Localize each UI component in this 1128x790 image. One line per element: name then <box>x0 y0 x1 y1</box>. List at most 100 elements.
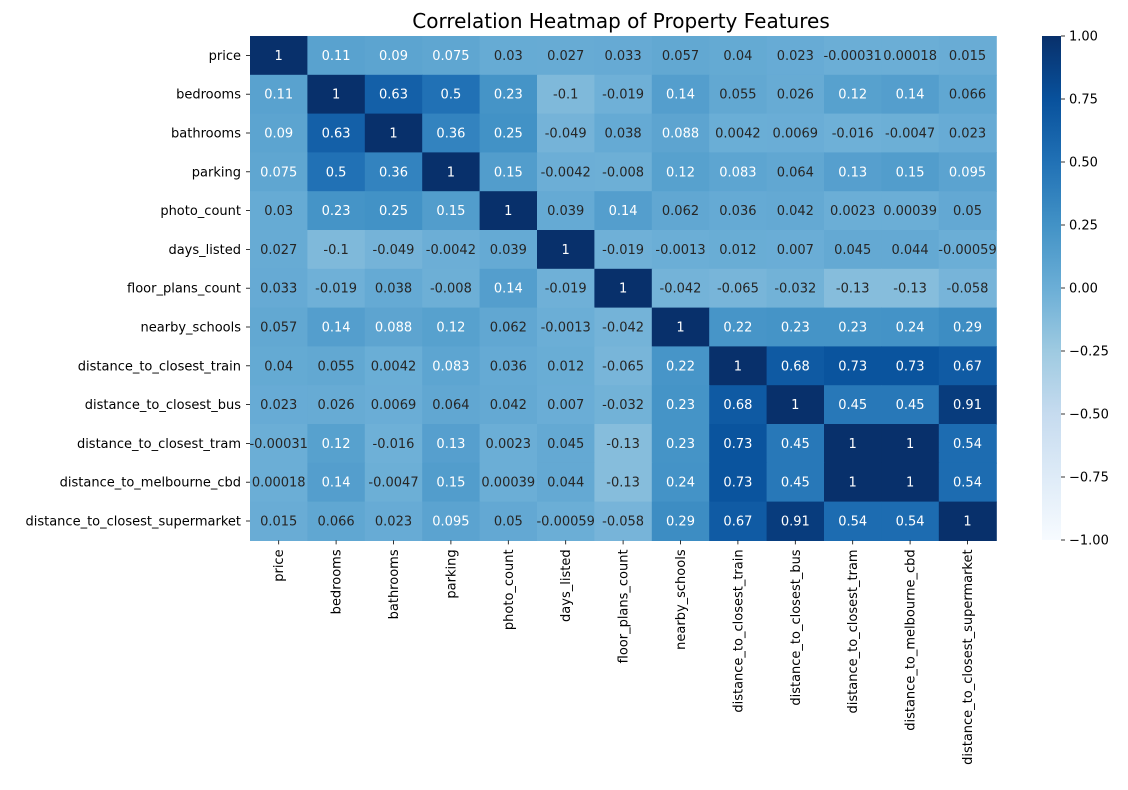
heatmap-cell <box>307 36 366 76</box>
heatmap-cell <box>938 113 997 153</box>
cell-value-label: 0.027 <box>547 49 584 64</box>
cell-value-label: 0.0042 <box>371 359 417 374</box>
heatmap-cell <box>709 230 768 270</box>
heatmap-cell <box>364 230 423 270</box>
colorbar-gradient <box>1042 36 1061 540</box>
heatmap-cell <box>938 74 997 115</box>
cell-value-label: 0.042 <box>490 398 527 413</box>
cell-value-label: 1 <box>389 127 397 142</box>
cell-value-label: 1 <box>275 49 283 64</box>
cell-value-label: 0.5 <box>326 165 347 180</box>
heatmap-cell <box>938 307 997 347</box>
heatmap-cell <box>594 74 653 115</box>
cell-value-label: -0.058 <box>947 282 989 297</box>
colorbar-tick-label: −0.50 <box>1069 408 1109 423</box>
cell-value-label: 0.015 <box>949 49 986 64</box>
cell-value-label: 0.057 <box>260 321 297 336</box>
heatmap-cell <box>766 462 825 503</box>
heatmap-cell <box>250 307 308 347</box>
cell-value-label: 0.007 <box>777 243 814 258</box>
heatmap-cell <box>594 113 653 153</box>
heatmap-cell <box>364 501 423 541</box>
cell-value-label: 1 <box>562 243 570 258</box>
heatmap-cell <box>938 152 997 192</box>
y-tick-label: distance_to_closest_supermarket <box>25 515 241 530</box>
cell-value-label: 0.044 <box>547 476 584 491</box>
heatmap-cell <box>250 74 308 115</box>
y-tick-label: parking <box>192 165 241 180</box>
cell-value-label: 0.14 <box>322 321 351 336</box>
x-tick-label: bathrooms <box>387 549 402 619</box>
heatmap-cell <box>594 346 653 386</box>
colorbar-tick-label: 0.50 <box>1069 156 1098 171</box>
cell-value-label: 0.075 <box>432 49 469 64</box>
cell-value-label: 0.075 <box>260 165 297 180</box>
heatmap-cell <box>709 113 768 153</box>
heatmap-cell <box>824 462 882 503</box>
cell-value-label: 0.11 <box>264 88 293 103</box>
cell-value-label: -0.0013 <box>655 243 705 258</box>
cell-value-label: 0.0042 <box>715 127 761 142</box>
heatmap-cell <box>422 152 481 192</box>
heatmap-cell <box>422 462 481 503</box>
heatmap-cell <box>537 36 595 76</box>
cell-value-label: 0.36 <box>379 165 408 180</box>
heatmap-cell <box>766 36 825 76</box>
cell-value-label: 0.03 <box>494 49 523 64</box>
colorbar-tick-label: 0.75 <box>1069 93 1098 108</box>
cell-value-label: -0.008 <box>602 165 644 180</box>
heatmap-cell <box>422 268 481 309</box>
heatmap-cell <box>594 191 653 231</box>
heatmap-cell <box>364 346 423 386</box>
cell-value-label: 0.12 <box>322 437 351 452</box>
heatmap-cell <box>250 230 308 270</box>
heatmap-cell <box>250 424 308 464</box>
cell-value-label: -0.049 <box>545 127 587 142</box>
heatmap-cell <box>422 346 481 386</box>
heatmap-cell <box>651 307 710 347</box>
cell-value-label: 0.23 <box>781 321 810 336</box>
heatmap-cell <box>422 74 481 115</box>
colorbar-tick-label: 0.25 <box>1069 219 1098 234</box>
heatmap-cell <box>479 113 538 153</box>
cell-value-label: 0.09 <box>379 49 408 64</box>
heatmap-cell <box>709 191 768 231</box>
heatmap-cell <box>824 385 882 425</box>
heatmap-cell <box>307 346 366 386</box>
heatmap-cell <box>594 307 653 347</box>
heatmap-cell <box>479 346 538 386</box>
heatmap-cell <box>938 501 997 541</box>
cell-value-label: -0.019 <box>602 243 644 258</box>
cell-value-label: 0.023 <box>260 398 297 413</box>
heatmap-cell <box>651 424 710 464</box>
heatmap-cell <box>709 268 768 309</box>
cell-value-label: 0.12 <box>666 165 695 180</box>
cell-value-label: -0.00059 <box>938 243 996 258</box>
heatmap-cell <box>364 307 423 347</box>
cell-value-label: 0.057 <box>662 49 699 64</box>
cell-value-label: -0.008 <box>430 282 472 297</box>
heatmap-cell <box>766 230 825 270</box>
x-tick-label: bedrooms <box>330 549 345 614</box>
cell-value-label: 0.23 <box>838 321 867 336</box>
cell-value-label: 0.036 <box>490 359 527 374</box>
heatmap-cell <box>766 424 825 464</box>
cell-value-label: 0.15 <box>896 165 925 180</box>
cell-value-label: 1 <box>504 204 512 219</box>
cell-value-label: 0.05 <box>494 515 523 530</box>
cell-value-label: 0.5 <box>441 88 462 103</box>
heatmap-cell <box>881 501 940 541</box>
heatmap-cell <box>824 36 882 76</box>
heatmap-cell <box>364 191 423 231</box>
heatmap-cell <box>709 424 768 464</box>
cell-value-label: 0.23 <box>494 88 523 103</box>
heatmap-cell <box>479 230 538 270</box>
heatmap-cell <box>881 385 940 425</box>
cell-value-label: 0.064 <box>432 398 469 413</box>
cell-value-label: 0.012 <box>719 243 756 258</box>
heatmap-cell <box>824 113 882 153</box>
cell-value-label: 0.023 <box>777 49 814 64</box>
y-tick-label: photo_count <box>160 204 241 219</box>
cell-value-label: 0.066 <box>317 515 354 530</box>
heatmap-cell <box>824 230 882 270</box>
